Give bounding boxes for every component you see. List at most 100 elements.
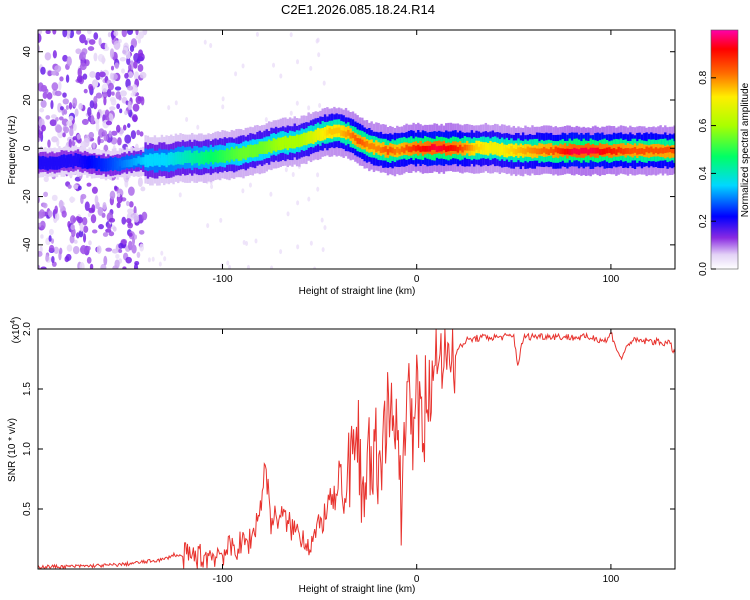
heatmap-noise-cell	[137, 177, 143, 187]
heatmap-ridge-cell	[46, 161, 49, 165]
heatmap-noise-cell	[136, 129, 141, 136]
heatmap-ridge-cell	[442, 144, 446, 151]
heatmap-ridge-cell	[417, 144, 420, 151]
heatmap-ridge-cell	[114, 163, 117, 167]
bottom-x-tick-label: 100	[603, 574, 620, 585]
heatmap-ridge-cell	[582, 147, 585, 154]
heatmap-ridge-cell	[221, 152, 224, 158]
heatmap-noise-cell	[91, 204, 96, 213]
heatmap-ridge-cell	[568, 149, 571, 155]
heatmap-ridge-cell	[167, 157, 171, 164]
heatmap-ridge-cell	[58, 161, 61, 165]
heatmap-noise-cell	[248, 182, 252, 188]
heatmap-ridge-cell	[286, 138, 289, 145]
heatmap-noise-cell	[122, 124, 127, 131]
heatmap-noise-cell	[119, 108, 123, 114]
heatmap-noise-cell	[93, 32, 99, 40]
heatmap-ridge-cell	[615, 149, 618, 156]
heatmap-ridge-cell	[556, 147, 560, 154]
heatmap-ridge-cell	[81, 160, 84, 164]
heatmap-ridge-cell	[654, 147, 658, 153]
heatmap-noise-cell	[309, 65, 313, 71]
heatmap-noise-cell	[39, 209, 45, 219]
heatmap-ridge-cell	[363, 141, 366, 148]
heatmap-noise-cell	[97, 135, 101, 146]
heatmap-noise-cell	[40, 66, 46, 75]
heatmap-noise-cell	[125, 218, 132, 224]
heatmap-noise-cell	[90, 214, 97, 224]
heatmap-ridge-cell	[139, 160, 143, 165]
heatmap-ridge-cell	[531, 147, 534, 154]
heatmap-ridge-cell	[214, 152, 217, 158]
heatmap-noise-cell	[45, 115, 51, 120]
heatmap-noise-cell	[122, 266, 127, 269]
heatmap-noise-cell	[69, 196, 76, 203]
heatmap-ridge-cell	[412, 144, 415, 151]
heatmap-noise-cell	[72, 245, 80, 255]
heatmap-noise-cell	[309, 240, 313, 246]
heatmap-noise-cell	[38, 264, 41, 269]
heatmap-ridge-cell	[41, 162, 45, 166]
heatmap-ridge-cell	[300, 136, 303, 143]
heatmap-noise-cell	[91, 186, 98, 194]
heatmap-ridge-cell	[524, 148, 527, 155]
heatmap-noise-cell	[48, 235, 52, 242]
heatmap-noise-cell	[113, 40, 121, 50]
heatmap-ridge-cell	[170, 155, 173, 162]
heatmap-noise-cell	[54, 65, 62, 73]
bottom-plot-frame	[37, 328, 676, 570]
heatmap-ridge-cell	[347, 130, 350, 136]
top-y-axis: -40 -20 0 20 40	[22, 46, 675, 252]
heatmap-noise-cell	[111, 248, 119, 254]
heatmap-noise-cell	[209, 43, 213, 49]
heatmap-noise-cell	[62, 30, 68, 38]
heatmap-noise-cell	[38, 196, 41, 204]
top-plot-frame	[37, 29, 676, 270]
heatmap-ridge-cell	[491, 145, 495, 152]
heatmap-noise-cell	[234, 71, 238, 77]
heatmap-noise-cell	[116, 202, 121, 209]
heatmap-noise-cell	[51, 114, 57, 119]
heatmap-noise-cell	[47, 139, 51, 148]
heatmap-noise-cell	[62, 54, 68, 62]
heatmap-ridge-cell	[55, 161, 59, 165]
heatmap-noise-cell	[102, 201, 107, 210]
heatmap-ridge-cell	[163, 157, 166, 163]
heatmap-noise-cell	[76, 30, 82, 35]
heatmap-noise-cell	[40, 99, 47, 108]
heatmap-ridge-cell	[575, 148, 578, 155]
heatmap-ridge-cell	[349, 132, 352, 139]
heatmap-noise-cell	[95, 122, 100, 132]
heatmap-noise-cell	[284, 167, 288, 173]
heatmap-noise-cell	[118, 95, 122, 101]
heatmap-noise-cell	[270, 265, 274, 269]
heatmap-ridge-cell	[314, 131, 317, 138]
heatmap-ridge-cell	[342, 130, 345, 137]
heatmap-noise-cell	[46, 92, 53, 100]
heatmap-noise-cell	[88, 39, 96, 45]
bottom-y-tick-label: 1.0	[22, 442, 33, 456]
heatmap-noise-cell	[139, 131, 144, 137]
heatmap-noise-cell	[87, 106, 92, 117]
heatmap-ridge-cell	[111, 161, 115, 170]
heatmap-noise-cell	[91, 229, 98, 234]
heatmap-ridge-cell	[445, 146, 448, 152]
heatmap-noise-cell	[118, 248, 123, 254]
heatmap-ridge-cell	[198, 156, 201, 162]
heatmap-noise-cell	[102, 130, 108, 137]
heatmap-noise-cell	[65, 74, 70, 83]
heatmap-noise-cell	[76, 134, 81, 140]
heatmap-noise-cell	[289, 110, 293, 116]
heatmap-ridge-cell	[594, 147, 597, 154]
heatmap-ridge-cell	[232, 151, 236, 158]
heatmap-noise-cell	[42, 202, 48, 209]
heatmap-noise-cell	[94, 195, 99, 205]
heatmap-ridge-cell	[631, 147, 634, 154]
heatmap-ridge-cell	[228, 152, 231, 158]
heatmap-ridge-cell	[274, 140, 278, 147]
bottom-y-tick-label: 1.5	[22, 382, 33, 396]
heatmap-noise-cell	[58, 116, 64, 121]
heatmap-ridge-cell	[493, 146, 497, 152]
heatmap-ridge-cell	[116, 161, 119, 169]
heatmap-noise-cell	[96, 111, 101, 120]
